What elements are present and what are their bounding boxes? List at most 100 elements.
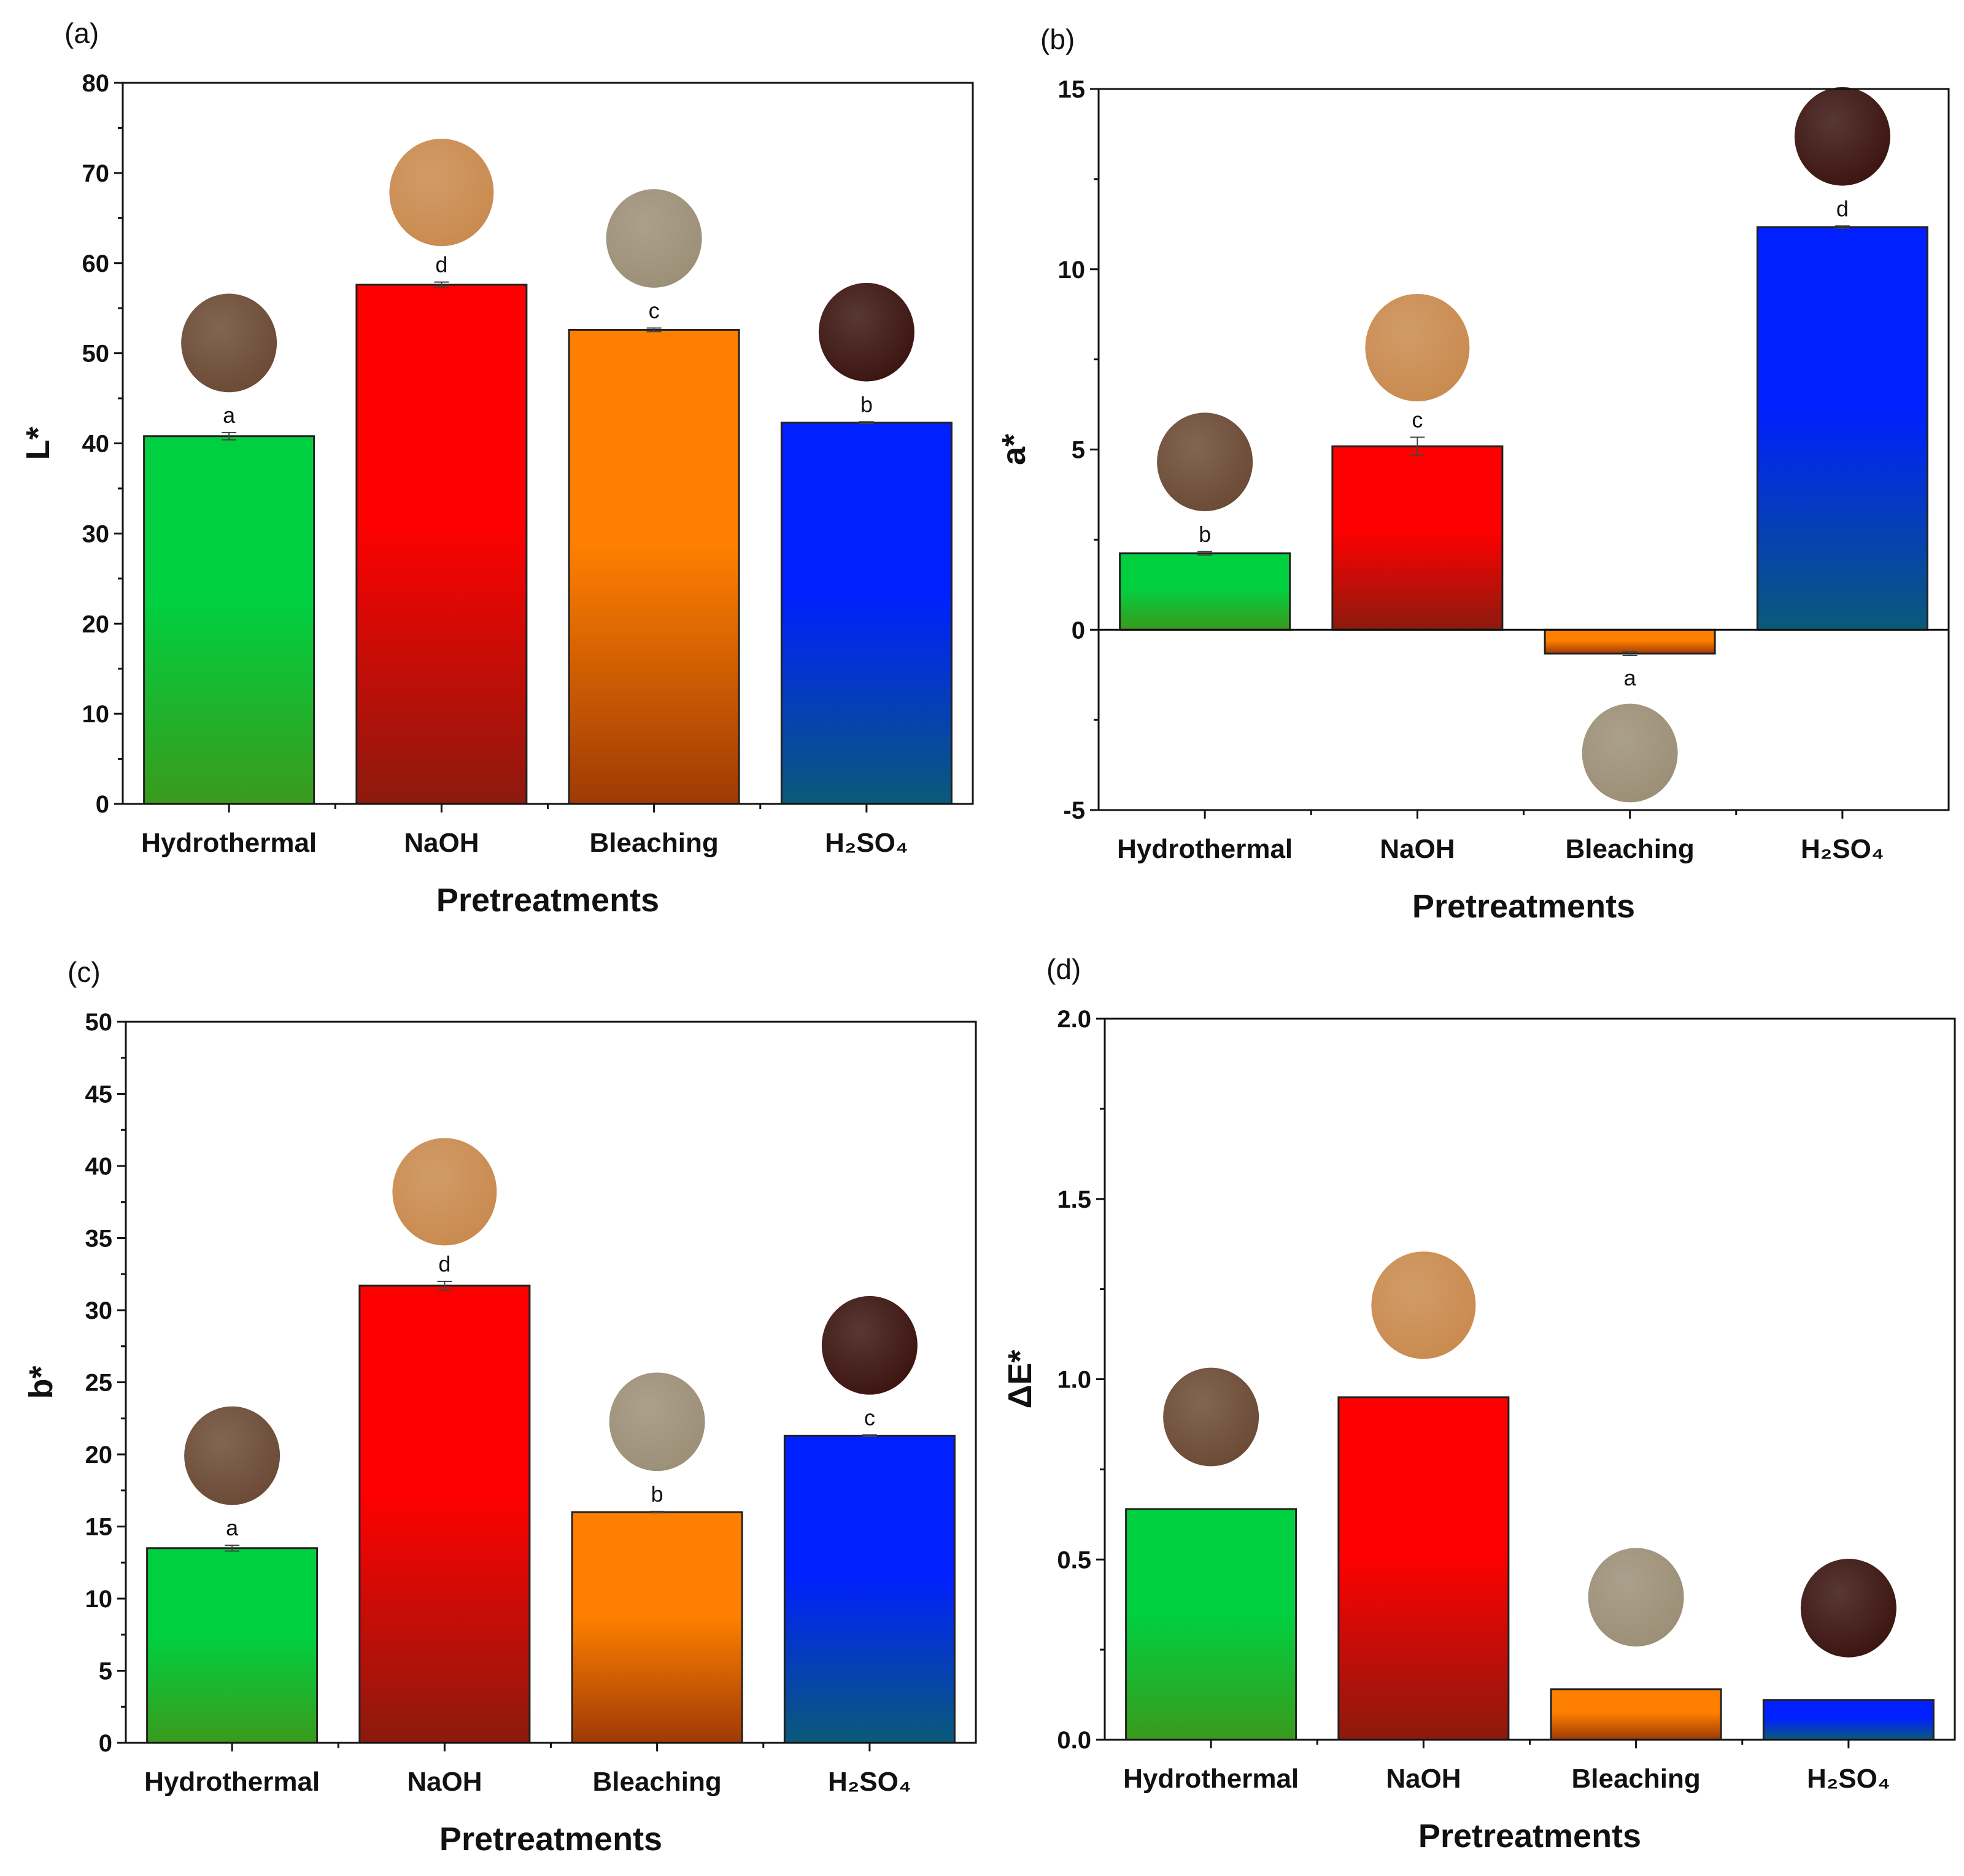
bar-0 — [1119, 552, 1291, 631]
y-tick-label: 0 — [99, 1730, 112, 1757]
y-tick-label: 60 — [82, 250, 110, 277]
y-tick-label: 0.5 — [1057, 1546, 1091, 1573]
sample-photo-icon — [392, 1138, 497, 1246]
sample-photo-icon — [1371, 1251, 1476, 1359]
significance-letter: a — [223, 403, 236, 428]
chart-panel-c: (c) 0 5 10 15 20 25 30 35 40 45 50 a Hydrothermal d NaO… — [23, 956, 977, 1858]
y-tick-label: 20 — [82, 611, 110, 638]
y-tick-label: 80 — [82, 70, 110, 97]
y-tick-label: 45 — [85, 1081, 113, 1108]
sample-photo-icon — [1582, 703, 1678, 803]
sample-photo-icon — [389, 139, 494, 247]
y-tick-label: 0 — [96, 791, 109, 818]
y-tick-label: 1.5 — [1057, 1186, 1091, 1213]
sample-photo-icon — [821, 1295, 918, 1395]
y-tick-label: 30 — [85, 1297, 113, 1324]
y-tick-label: 10 — [82, 701, 110, 728]
y-tick-label: 5 — [99, 1658, 112, 1685]
significance-letter: b — [860, 392, 873, 417]
significance-letter: c — [1412, 407, 1423, 433]
y-tick-label: 0 — [1072, 617, 1085, 644]
sample-photo-icon — [609, 1372, 705, 1472]
bar-2 — [1544, 628, 1716, 655]
y-tick-label: -5 — [1063, 797, 1085, 824]
sample-photo-icon — [1157, 412, 1253, 512]
sample-photo-icon — [1800, 1559, 1896, 1658]
x-tick-label: Bleaching — [1565, 834, 1694, 864]
plot-frame — [1097, 88, 1950, 811]
x-tick-label: Hydrothermal — [1123, 1764, 1299, 1794]
y-axis-title: a* — [996, 434, 1032, 465]
bar-1 — [358, 1284, 531, 1744]
sample-photo-icon — [1794, 87, 1890, 186]
y-tick-label: 0.0 — [1057, 1727, 1091, 1754]
sample-photo-icon — [181, 293, 277, 393]
x-tick-label: H₂SO₄ — [825, 828, 908, 858]
bar-3 — [783, 1434, 956, 1744]
y-axis-title: L* — [20, 427, 56, 460]
chart-panel-a: (a) 0 10 20 30 40 50 60 70 80 a Hydrothermal d NaOH c B… — [20, 17, 974, 919]
y-axis-title: ΔE* — [1002, 1350, 1038, 1409]
y-tick-label: 50 — [82, 341, 110, 368]
plot-frame — [122, 82, 974, 805]
y-tick-label: 10 — [85, 1586, 113, 1613]
significance-letter: a — [226, 1515, 239, 1540]
x-tick-label: NaOH — [1386, 1764, 1461, 1794]
y-tick-label: 1.0 — [1057, 1367, 1091, 1394]
significance-letter: d — [1836, 196, 1849, 221]
sample-photo-icon — [184, 1406, 280, 1505]
significance-letter: d — [435, 252, 447, 277]
bar-2 — [568, 328, 740, 805]
x-tick-label: H₂SO₄ — [828, 1767, 911, 1797]
x-tick-label: NaOH — [407, 1767, 482, 1797]
chart-panel-b: (b) -5 0 5 10 15 b Hydrothermal c NaOH a Bleaching d… — [996, 23, 1950, 925]
y-tick-label: 10 — [1058, 257, 1086, 284]
significance-letter: a — [1624, 665, 1637, 690]
sample-photo-icon — [818, 282, 914, 382]
x-tick-label: Hydrothermal — [144, 1767, 320, 1797]
x-tick-label: NaOH — [404, 828, 479, 858]
sample-photo-icon — [1365, 293, 1470, 402]
y-tick-label: 2.0 — [1057, 1006, 1091, 1033]
x-axis-title: Pretreatments — [1412, 888, 1635, 925]
y-tick-label: 35 — [85, 1226, 113, 1253]
y-tick-label: 70 — [82, 160, 110, 187]
bar-0 — [143, 435, 315, 805]
plot-frame — [1104, 1017, 1956, 1741]
x-tick-label: Bleaching — [592, 1767, 721, 1797]
plot-frame — [125, 1021, 977, 1744]
y-tick-label: 30 — [82, 520, 110, 547]
bar-1 — [1331, 445, 1504, 631]
significance-letter: c — [864, 1405, 875, 1430]
significance-letter: b — [651, 1481, 663, 1507]
x-tick-label: H₂SO₄ — [1801, 834, 1884, 864]
bar-0 — [146, 1547, 319, 1744]
y-axis-title: b* — [23, 1366, 60, 1399]
bar-2 — [571, 1511, 743, 1744]
sample-photo-icon — [606, 189, 702, 288]
x-tick-label: Bleaching — [1571, 1764, 1700, 1794]
significance-letter: b — [1199, 522, 1211, 547]
y-tick-label: 20 — [85, 1442, 113, 1469]
panel-label: (d) — [1046, 953, 1081, 985]
x-axis-title: Pretreatments — [436, 882, 659, 919]
bar-1 — [355, 284, 528, 805]
panel-label: (c) — [68, 956, 101, 988]
bar-1 — [1337, 1396, 1510, 1741]
y-tick-label: 15 — [1058, 76, 1086, 103]
panel-label: (a) — [64, 17, 99, 49]
y-tick-label: 50 — [85, 1009, 113, 1036]
significance-letter: c — [649, 298, 660, 323]
sample-photo-icon — [1588, 1548, 1684, 1647]
chart-panel-d: (d) 0.0 0.5 1.0 1.5 2.0 Hydrothermal NaOH Bleach… — [1002, 953, 1956, 1855]
y-tick-label: 15 — [85, 1514, 113, 1541]
bar-0 — [1125, 1508, 1297, 1741]
x-tick-label: Hydrothermal — [1117, 834, 1293, 864]
sample-photo-icon — [1163, 1367, 1259, 1467]
x-tick-label: Hydrothermal — [141, 828, 317, 858]
x-axis-title: Pretreatments — [439, 1821, 662, 1858]
x-axis-title: Pretreatments — [1418, 1818, 1641, 1855]
significance-letter: d — [438, 1251, 450, 1276]
y-tick-label: 40 — [85, 1153, 113, 1180]
y-tick-label: 25 — [85, 1370, 113, 1397]
